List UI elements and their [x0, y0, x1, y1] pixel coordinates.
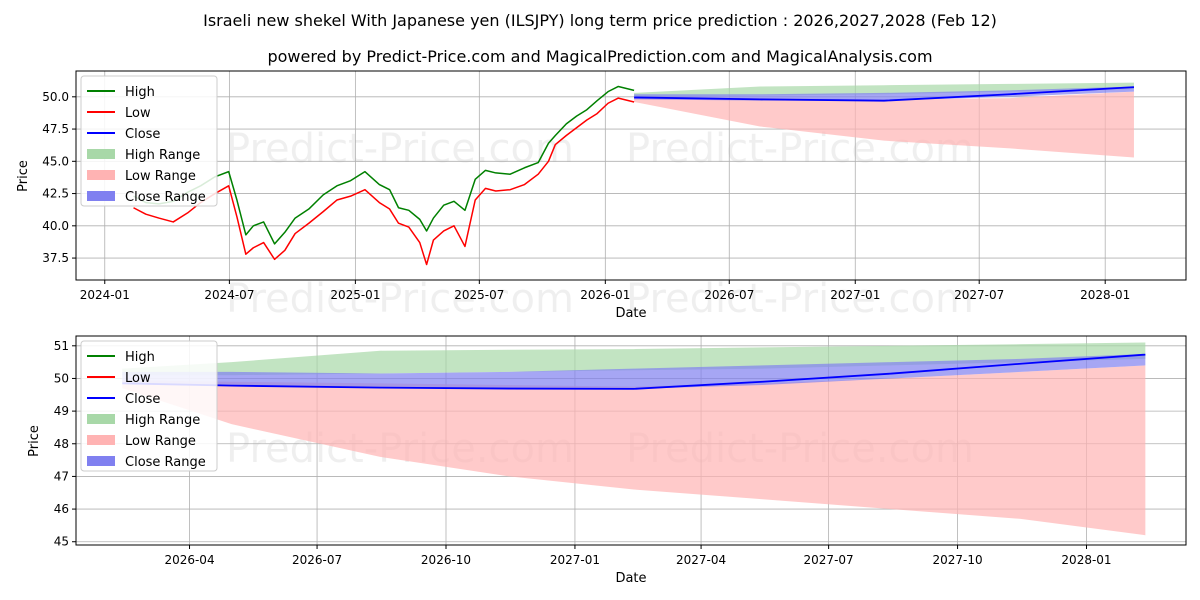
legend-swatch — [87, 191, 115, 201]
x-tick-label: 2027-01 — [550, 553, 600, 567]
x-tick-label: 2024-01 — [80, 288, 130, 302]
bottom-plot-frame — [75, 335, 1187, 546]
legend-label: High Range — [125, 148, 200, 163]
high-series-line — [133, 85, 635, 245]
legend-label: Close Range — [125, 455, 206, 470]
low-range-band — [122, 365, 1146, 536]
y-tick-label: 46 — [54, 502, 69, 516]
high-range-band — [634, 82, 1134, 97]
x-tick-label: 2026-01 — [580, 288, 630, 302]
watermark: Predict-Price.com — [226, 276, 574, 322]
legend-bottom: High Low Close High Range Low Range Close Ran… — [80, 340, 218, 472]
top-plot-frame — [75, 70, 1187, 281]
chart-title: Israeli new shekel With Japanese yen (IL… — [203, 11, 997, 30]
legend-label: Close — [125, 127, 160, 142]
y-tick-label: 45 — [54, 535, 69, 549]
legend-label: High — [125, 350, 155, 365]
legend-label: Close — [125, 392, 160, 407]
legend-swatch — [87, 414, 115, 424]
legend-label: High — [125, 85, 155, 100]
x-tick-label: 2027-04 — [676, 553, 726, 567]
high-range-band — [122, 342, 1146, 376]
x-tick-label: 2025-01 — [330, 288, 380, 302]
y-tick-label: 51 — [54, 339, 69, 353]
legend-label: Low Range — [125, 169, 196, 184]
y-tick-label: 48 — [54, 437, 69, 451]
y-tick-label: 40.0 — [42, 219, 69, 233]
x-tick-label: 2028-01 — [1061, 553, 1111, 567]
x-tick-label: 2026-10 — [421, 553, 471, 567]
bottom-ylabel: Price — [27, 425, 42, 457]
watermark: Predict-Price.com — [626, 276, 974, 322]
x-tick-label: 2027-07 — [954, 288, 1004, 302]
top-ylabel: Price — [16, 160, 31, 192]
bottom-panel: Predict-Price.com Predict-Price.com 2026… — [27, 335, 1187, 586]
x-tick-label: 2025-07 — [454, 288, 504, 302]
legend-swatch — [87, 149, 115, 159]
x-tick-label: 2027-01 — [830, 288, 880, 302]
x-tick-label: 2028-01 — [1080, 288, 1130, 302]
y-tick-label: 47.5 — [42, 122, 69, 136]
x-tick-label: 2024-07 — [204, 288, 254, 302]
x-tick-label: 2027-07 — [804, 553, 854, 567]
x-tick-label: 2027-10 — [932, 553, 982, 567]
y-tick-label: 42.5 — [42, 187, 69, 201]
watermark: Predict-Price.com — [226, 126, 574, 172]
top-panel: Predict-Price.com Predict-Price.com Pred… — [16, 70, 1187, 322]
legend-top: High Low Close High Range Low Range Close Ran… — [80, 75, 218, 207]
chart-subtitle: powered by Predict-Price.com and Magical… — [267, 47, 932, 66]
x-tick-label: 2026-07 — [292, 553, 342, 567]
close-forecast-line — [634, 86, 1135, 102]
y-tick-label: 50 — [54, 371, 69, 385]
legend-swatch — [87, 456, 115, 466]
legend-swatch — [87, 170, 115, 180]
close-range-band — [634, 86, 1134, 101]
legend-swatch — [87, 435, 115, 445]
y-tick-label: 49 — [54, 404, 69, 418]
low-series-line — [133, 97, 635, 266]
legend-label: High Range — [125, 413, 200, 428]
x-tick-label: 2026-07 — [704, 288, 754, 302]
legend-label: Low — [125, 371, 151, 386]
y-tick-label: 45.0 — [42, 154, 69, 168]
y-tick-label: 37.5 — [42, 251, 69, 265]
legend-label: Low — [125, 106, 151, 121]
top-xlabel: Date — [615, 306, 646, 321]
bottom-xlabel: Date — [615, 571, 646, 586]
y-tick-label: 47 — [54, 469, 69, 483]
legend-label: Close Range — [125, 190, 206, 205]
x-tick-label: 2026-04 — [164, 553, 214, 567]
close-forecast-line — [122, 353, 1146, 390]
legend-label: Low Range — [125, 434, 196, 449]
y-tick-label: 50.0 — [42, 90, 69, 104]
low-range-band — [634, 91, 1134, 158]
close-range-band — [122, 353, 1146, 389]
